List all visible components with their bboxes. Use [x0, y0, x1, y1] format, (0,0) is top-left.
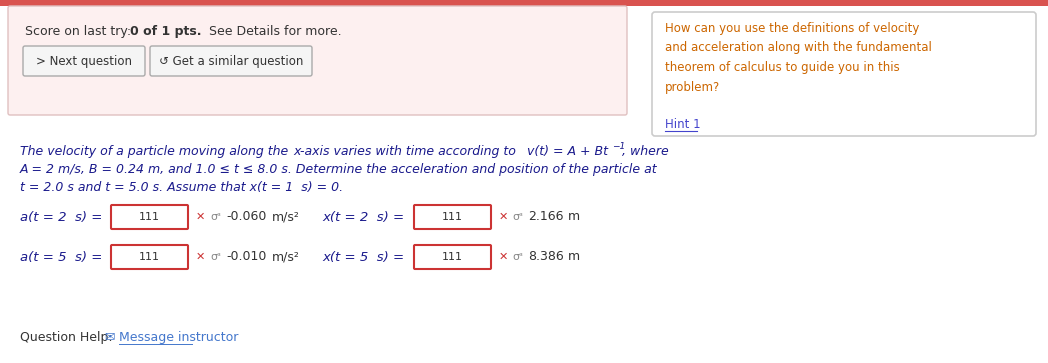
Text: m: m — [568, 211, 581, 224]
Text: 8.386: 8.386 — [528, 250, 564, 264]
Text: σᶟ: σᶟ — [512, 212, 524, 222]
FancyBboxPatch shape — [111, 205, 188, 229]
Text: -0.010: -0.010 — [226, 250, 266, 264]
Text: Message instructor: Message instructor — [119, 330, 238, 343]
Text: 2.166: 2.166 — [528, 211, 564, 224]
Text: The velocity of a particle moving along the: The velocity of a particle moving along … — [20, 145, 292, 158]
Text: ✉: ✉ — [104, 330, 114, 343]
Text: σᶟ: σᶟ — [211, 212, 221, 222]
Text: m/s²: m/s² — [272, 211, 300, 224]
FancyBboxPatch shape — [8, 6, 627, 115]
Text: > Next question: > Next question — [36, 54, 132, 68]
Text: m: m — [568, 250, 581, 264]
FancyBboxPatch shape — [0, 0, 1048, 6]
Text: σᶟ: σᶟ — [512, 252, 524, 262]
Text: Score on last try:: Score on last try: — [25, 25, 135, 38]
Text: m/s²: m/s² — [272, 250, 300, 264]
Text: ✕: ✕ — [195, 252, 204, 262]
Text: −1: −1 — [612, 142, 626, 151]
Text: -0.060: -0.060 — [226, 211, 266, 224]
Text: v(t) = A + Bt: v(t) = A + Bt — [527, 145, 608, 158]
Text: , where: , where — [623, 145, 669, 158]
Text: ✕: ✕ — [498, 252, 507, 262]
FancyBboxPatch shape — [652, 12, 1036, 136]
Text: a(t = 2  s) =: a(t = 2 s) = — [20, 211, 103, 224]
Text: Hint 1: Hint 1 — [665, 118, 701, 131]
Text: -axis varies with time according to: -axis varies with time according to — [300, 145, 520, 158]
Text: a(t = 5  s) =: a(t = 5 s) = — [20, 250, 103, 264]
Text: t = 2.0 s and t = 5.0 s. Assume that x(t = 1  s) = 0.: t = 2.0 s and t = 5.0 s. Assume that x(t… — [20, 181, 343, 194]
Text: How can you use the definitions of velocity
and acceleration along with the fund: How can you use the definitions of veloc… — [665, 22, 932, 94]
Text: 111: 111 — [139, 212, 160, 222]
FancyBboxPatch shape — [414, 205, 492, 229]
Text: ✕: ✕ — [498, 212, 507, 222]
Text: 111: 111 — [139, 252, 160, 262]
FancyBboxPatch shape — [23, 46, 145, 76]
Text: ↺ Get a similar question: ↺ Get a similar question — [159, 54, 303, 68]
Text: σᶟ: σᶟ — [211, 252, 221, 262]
Text: x(t = 5  s) =: x(t = 5 s) = — [322, 250, 405, 264]
Text: A = 2 m/s, B = 0.24 m, and 1.0 ≤ t ≤ 8.0 s. Determine the acceleration and posit: A = 2 m/s, B = 0.24 m, and 1.0 ≤ t ≤ 8.0… — [20, 163, 658, 176]
FancyBboxPatch shape — [150, 46, 312, 76]
FancyBboxPatch shape — [414, 245, 492, 269]
Text: See Details for more.: See Details for more. — [205, 25, 342, 38]
Text: Question Help:: Question Help: — [20, 330, 112, 343]
Text: 111: 111 — [442, 252, 463, 262]
Text: 0 of 1 pts.: 0 of 1 pts. — [130, 25, 201, 38]
FancyBboxPatch shape — [111, 245, 188, 269]
Text: x(t = 2  s) =: x(t = 2 s) = — [322, 211, 405, 224]
Text: 111: 111 — [442, 212, 463, 222]
Text: ✕: ✕ — [195, 212, 204, 222]
Text: x: x — [293, 145, 301, 158]
